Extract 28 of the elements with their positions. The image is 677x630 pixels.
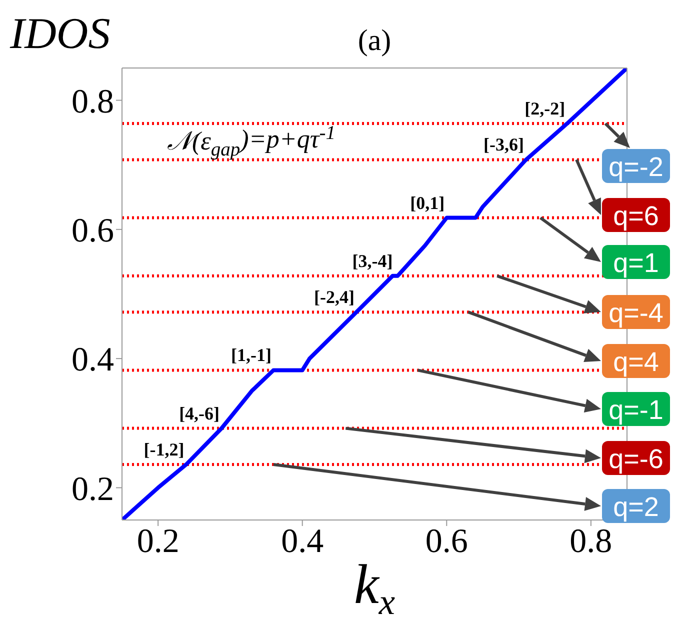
y-tick-label: 0.8: [72, 83, 114, 120]
y-tick-label: 0.6: [72, 212, 114, 250]
annotation: 𝒩(ε$_{gap}$)=p+qτ$^{-1}$: [167, 122, 336, 160]
annotation: q=1: [613, 248, 659, 278]
annotation: [-1,2]: [144, 439, 184, 460]
annotation: q=6: [613, 201, 659, 231]
annotation: [3,-4]: [352, 250, 393, 271]
y-axis-title: IDOS: [9, 9, 110, 58]
annotation: q=-6: [608, 444, 664, 474]
annotation: [-3,6]: [484, 134, 524, 155]
y-tick-label: 0.4: [72, 342, 114, 379]
annotation: q=-4: [608, 298, 664, 328]
x-tick-label: 0.2: [136, 523, 180, 560]
annotation: q=-1: [608, 395, 664, 425]
annotation: q=2: [613, 492, 659, 522]
y-tick-label: 0.2: [72, 470, 114, 508]
x-tick-label: 0.8: [570, 523, 612, 560]
annotation: [2,-2]: [524, 98, 566, 119]
annotation: [4,-6]: [179, 403, 220, 424]
annotation: [0,1]: [410, 192, 445, 213]
x-tick-label: 0.4: [281, 523, 324, 560]
annotation: q=4: [613, 347, 659, 377]
chart-title: (a): [358, 24, 392, 57]
annotation: q=-2: [608, 152, 664, 182]
annotation: [1,-1]: [231, 345, 272, 366]
x-tick-label: 0.6: [425, 523, 468, 560]
annotation: [-2,4]: [314, 287, 354, 308]
x-axis-title: k$_{x}$: [354, 554, 396, 622]
